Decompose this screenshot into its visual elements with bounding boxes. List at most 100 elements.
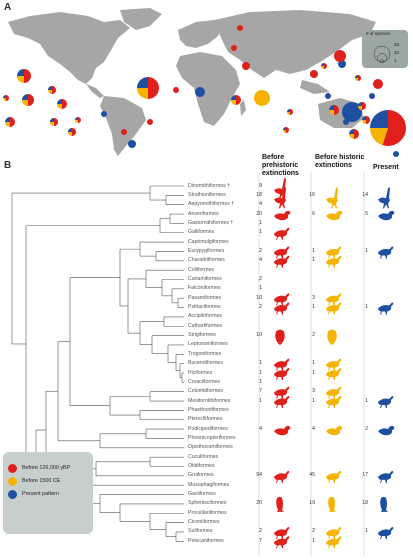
- north-america: [8, 12, 130, 84]
- species-count-pre: 94: [256, 472, 262, 479]
- size-legend-value-25: 25: [394, 42, 400, 47]
- map-markers: [3, 25, 406, 157]
- species-count-pre: 10: [256, 332, 262, 339]
- duck-silhouette-icon: [326, 425, 343, 436]
- species-count-pre: 1: [259, 360, 262, 367]
- legend-swatch: [8, 477, 17, 486]
- order-label: Caprimulgiformes: [188, 238, 229, 245]
- order-label: Coraciiformes: [188, 378, 220, 385]
- bird-silhouette-icon: [378, 302, 394, 315]
- species-count-pre: 1: [259, 229, 262, 236]
- map-marker: [358, 102, 366, 110]
- map-marker: [287, 109, 293, 115]
- map-size-legend-glyphs: 25 10 1: [373, 42, 400, 63]
- map-marker: [57, 99, 67, 109]
- map-marker: [195, 87, 205, 97]
- map-marker: [370, 110, 406, 146]
- penguin-silhouette-icon: [276, 496, 284, 512]
- greenland: [120, 8, 162, 30]
- species-count-pre: 1: [259, 285, 262, 292]
- europe: [178, 20, 224, 48]
- order-label: Opisthocomiformes: [188, 444, 233, 451]
- order-label: Accipitriformes: [188, 313, 223, 320]
- order-label: Podicipediformes: [188, 425, 228, 432]
- order-label: Coliiformes: [188, 266, 214, 273]
- bird-silhouette-icon: [378, 396, 394, 409]
- species-count-pre: 2: [259, 247, 262, 254]
- species-count-hist: 2: [312, 332, 315, 339]
- madagascar: [240, 100, 246, 116]
- map-marker: [310, 70, 318, 78]
- column-heading-historic: Before historic extinctions: [315, 154, 365, 169]
- species-count-pre: 2: [259, 276, 262, 282]
- order-label: Charadriiformes: [188, 257, 225, 264]
- bird-silhouette-icon: [274, 396, 290, 409]
- legend-label: Present pattern: [22, 491, 59, 497]
- species-count-pre: 20: [256, 500, 262, 507]
- map-marker: [5, 117, 15, 127]
- map-marker: [329, 105, 339, 115]
- penguin-silhouette-icon: [328, 496, 336, 512]
- order-label: Falconiformes: [188, 285, 221, 292]
- map-marker: [3, 95, 9, 101]
- map-marker: [393, 151, 399, 157]
- duck-silhouette-icon: [326, 210, 343, 221]
- species-count-pres: 1: [365, 397, 368, 404]
- map-marker: [231, 95, 241, 105]
- duck-silhouette-icon: [378, 425, 395, 436]
- bird-silhouette-icon: [274, 526, 290, 539]
- order-label: Ciconiiformes: [188, 519, 220, 526]
- species-count-pre: 4: [259, 425, 262, 432]
- bird-silhouette-icon: [326, 293, 342, 306]
- map-marker: [254, 90, 270, 106]
- panel-a-label: A: [4, 2, 12, 13]
- species-count-pres: 2: [365, 425, 368, 432]
- order-label: Pelecaniformes: [188, 537, 224, 544]
- column-heading-present: Present: [373, 164, 399, 171]
- species-count-hist: 45: [309, 472, 315, 479]
- bird-silhouette-icon: [274, 386, 290, 399]
- bird-silhouette-icon: [326, 526, 342, 539]
- owl-silhouette-icon: [327, 329, 337, 345]
- order-label: Gaviiformes: [188, 491, 216, 498]
- ratite-silhouette-icon: [378, 187, 390, 209]
- map-marker: [137, 77, 159, 99]
- species-count-pres: 1: [365, 247, 368, 254]
- bird-silhouette-icon: [274, 536, 290, 549]
- species-count-pre: 2: [259, 528, 262, 535]
- bird-silhouette-icon: [326, 246, 342, 259]
- map-marker: [75, 117, 81, 123]
- map-marker: [334, 50, 346, 62]
- species-count-hist: 1: [312, 397, 315, 404]
- bird-silhouette-icon: [378, 470, 394, 483]
- order-label: Phaethontiformes: [188, 406, 229, 413]
- order-label: Suliformes: [188, 528, 213, 535]
- bird-silhouette-icon: [326, 302, 342, 315]
- map-marker: [321, 63, 327, 69]
- duck-silhouette-icon: [378, 210, 395, 221]
- species-count-hist: 1: [312, 537, 315, 544]
- species-count-pre: 18: [256, 191, 262, 198]
- bird-silhouette-icon: [274, 255, 290, 268]
- world-map: [3, 8, 406, 157]
- order-label: Galliformes: [188, 229, 215, 236]
- bird-silhouette-icon: [274, 246, 290, 259]
- central-america: [86, 84, 104, 98]
- legend-label: Before 126,000 yBP: [22, 465, 71, 471]
- map-marker: [369, 93, 375, 99]
- order-label: Procellariiformes: [188, 509, 227, 516]
- order-label: Dinornithiformes †: [188, 182, 231, 189]
- order-label: Piciformes: [188, 369, 213, 376]
- species-count-pre: 1: [259, 219, 262, 226]
- order-label: Pteroclliformes: [188, 416, 223, 423]
- bird-silhouette-icon: [326, 368, 342, 380]
- column-dividers: [258, 172, 365, 556]
- size-25-circle: [373, 45, 391, 63]
- order-label: Otidiformes: [188, 463, 215, 469]
- order-label: Aepyornithiformes †: [188, 201, 235, 208]
- species-count-pre: 2: [259, 304, 262, 311]
- se-asia: [300, 80, 330, 94]
- map-marker: [373, 79, 383, 89]
- legend-swatch: [8, 464, 17, 473]
- map-marker: [50, 118, 58, 126]
